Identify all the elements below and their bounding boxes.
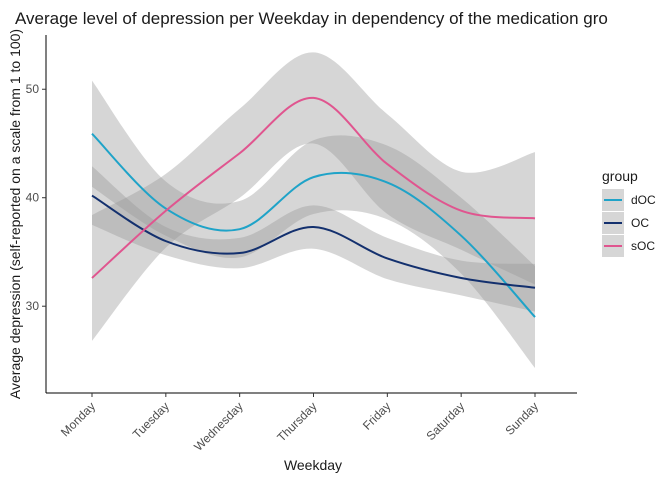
legend-label-sOC: sOC (631, 239, 655, 253)
chart-title: Average level of depression per Weekday … (15, 9, 608, 28)
x-tick-label: Monday (58, 399, 98, 439)
legend-title: group (602, 168, 638, 184)
legend: group dOC OC sOC (602, 168, 656, 257)
y-tick-label: 40 (26, 191, 40, 205)
x-axis-title: Weekday (284, 457, 342, 473)
x-tick-label: Saturday (423, 399, 467, 443)
series-lines (91, 96, 536, 318)
series-line-dOC (91, 133, 536, 318)
x-tick-label: Thursday (274, 399, 319, 444)
confidence-band-OC (92, 166, 535, 312)
x-tick-label: Friday (360, 399, 393, 432)
series-line-sOC (91, 96, 536, 279)
confidence-band-dOC (92, 80, 535, 369)
series-line-OC (91, 194, 536, 289)
y-axis-title: Average depression (self-reported on a s… (7, 29, 23, 399)
confidence-band-sOC (92, 52, 535, 341)
legend-label-OC: OC (631, 216, 649, 230)
y-tick-label: 50 (26, 82, 40, 96)
x-tick-label: Sunday (502, 399, 541, 438)
y-tick-label: 30 (26, 299, 40, 313)
x-tick-label: Wednesday (191, 399, 246, 454)
confidence-bands (92, 52, 535, 369)
x-tick-label: Tuesday (130, 399, 172, 441)
legend-label-dOC: dOC (631, 193, 656, 207)
